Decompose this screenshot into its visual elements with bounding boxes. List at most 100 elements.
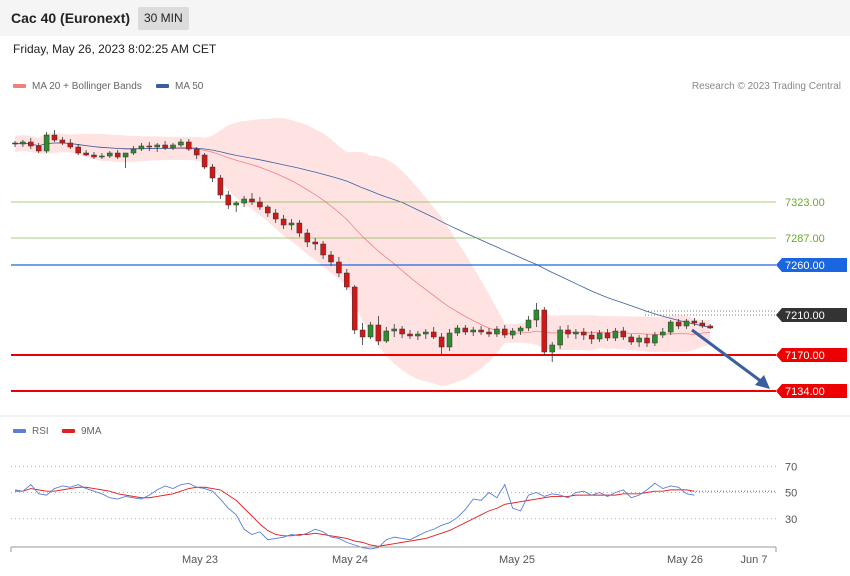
copyright-notice: Research © 2023 Trading Central [691, 81, 841, 92]
candle-body [525, 319, 532, 329]
rsi-line [14, 482, 695, 550]
candle-body [328, 254, 334, 263]
candle-body [320, 243, 326, 256]
candle-body [446, 332, 453, 348]
candle-body [359, 329, 366, 338]
instrument-title: Cac 40 (Euronext) [11, 10, 131, 26]
candle-body [162, 144, 168, 149]
candle-body [612, 330, 619, 339]
candle-body [344, 272, 350, 288]
candle-body [288, 222, 295, 226]
level-label-7170.00: 7170.00 [785, 350, 825, 362]
legend-ma20: MA 20 + Bollinger Bands [13, 81, 142, 92]
legend-ma20-label: MA 20 + Bollinger Bands [32, 81, 142, 92]
candle-body [707, 325, 713, 329]
x-tick-label: Jun 7 [741, 554, 768, 566]
candle-body [201, 154, 208, 168]
level-label-7287.00: 7287.00 [785, 233, 825, 245]
candle-body [91, 154, 97, 158]
candle-body [233, 202, 239, 206]
candle-body [660, 331, 666, 336]
interval-button[interactable]: 30 MIN [138, 7, 189, 30]
level-label-7210.00: 7210.00 [785, 310, 825, 322]
ma50-swatch [156, 84, 169, 89]
candle-body [280, 218, 287, 226]
level-tag-7170.00 [776, 348, 847, 362]
level-label-7134.00: 7134.00 [785, 386, 825, 398]
candle-body [699, 322, 706, 327]
candle-body [494, 328, 500, 335]
candle-body [257, 201, 263, 208]
legend-ma50: MA 50 [156, 81, 203, 92]
ma9-swatch [62, 429, 75, 434]
candle-body [470, 329, 476, 333]
level-label-7323.00: 7323.00 [785, 197, 825, 209]
candle-body [399, 328, 405, 335]
candle-body [415, 333, 421, 337]
candle-body [620, 330, 627, 338]
candle-body [652, 334, 658, 344]
candle-body [628, 336, 634, 343]
level-tag-7210.00 [776, 308, 847, 322]
x-tick-label: May 23 [182, 554, 218, 566]
level-tag-7260.00 [776, 258, 847, 272]
candle-body [407, 333, 413, 337]
forecast-arrowhead [755, 375, 770, 389]
candle-body [691, 320, 698, 324]
candle-body [502, 328, 508, 336]
candle-body [67, 142, 74, 148]
candle-body [312, 241, 318, 245]
candle-body [304, 232, 311, 243]
candle-body [533, 309, 540, 321]
candle-body [217, 177, 224, 196]
rsi-swatch [13, 429, 26, 434]
candle-body [675, 321, 682, 327]
candle-body [209, 166, 216, 179]
level-label-7260.00: 7260.00 [785, 260, 825, 272]
candle-body [375, 324, 382, 342]
candle-body [644, 337, 650, 344]
candle-body [588, 334, 595, 340]
candle-body [604, 332, 611, 339]
candle-body [249, 198, 255, 203]
candle-body [596, 332, 603, 340]
timestamp: Friday, May 26, 2023 8:02:25 AM CET [13, 42, 217, 56]
ma20-swatch [13, 84, 26, 89]
rsi-tick-70: 70 [785, 461, 797, 473]
candle-body [573, 331, 579, 335]
candle-body [265, 206, 271, 214]
candle-body [541, 309, 548, 353]
candle-body [75, 146, 81, 154]
rsi-ma9-line [15, 486, 695, 547]
rsi-tick-50: 50 [785, 488, 797, 500]
legend-rsi-label: RSI [32, 426, 49, 437]
candle-body [146, 145, 153, 148]
legend-9ma-label: 9MA [81, 426, 102, 437]
candle-body [43, 134, 50, 152]
candle-body [486, 331, 492, 335]
candle-body [122, 152, 129, 158]
candle-body [225, 194, 232, 206]
candle-body [20, 141, 26, 145]
candle-body [667, 321, 674, 333]
candle-body [59, 139, 66, 144]
candle-body [51, 134, 58, 141]
candle-body [130, 148, 137, 154]
candle-body [241, 198, 247, 204]
candle-body [99, 155, 105, 158]
candle-body [683, 320, 690, 327]
candle-body [28, 141, 34, 147]
candle-body [170, 144, 176, 149]
legend-ma50-label: MA 50 [175, 81, 204, 92]
candle-body [454, 327, 461, 334]
candle-body [351, 286, 358, 331]
candle-body [565, 329, 571, 335]
candle-body [438, 336, 445, 348]
candle-body [636, 337, 642, 343]
x-tick-label: May 26 [667, 554, 703, 566]
candle-body [478, 329, 484, 333]
x-tick-label: May 24 [332, 554, 368, 566]
candle-body [391, 328, 397, 332]
candle-body [509, 330, 516, 336]
